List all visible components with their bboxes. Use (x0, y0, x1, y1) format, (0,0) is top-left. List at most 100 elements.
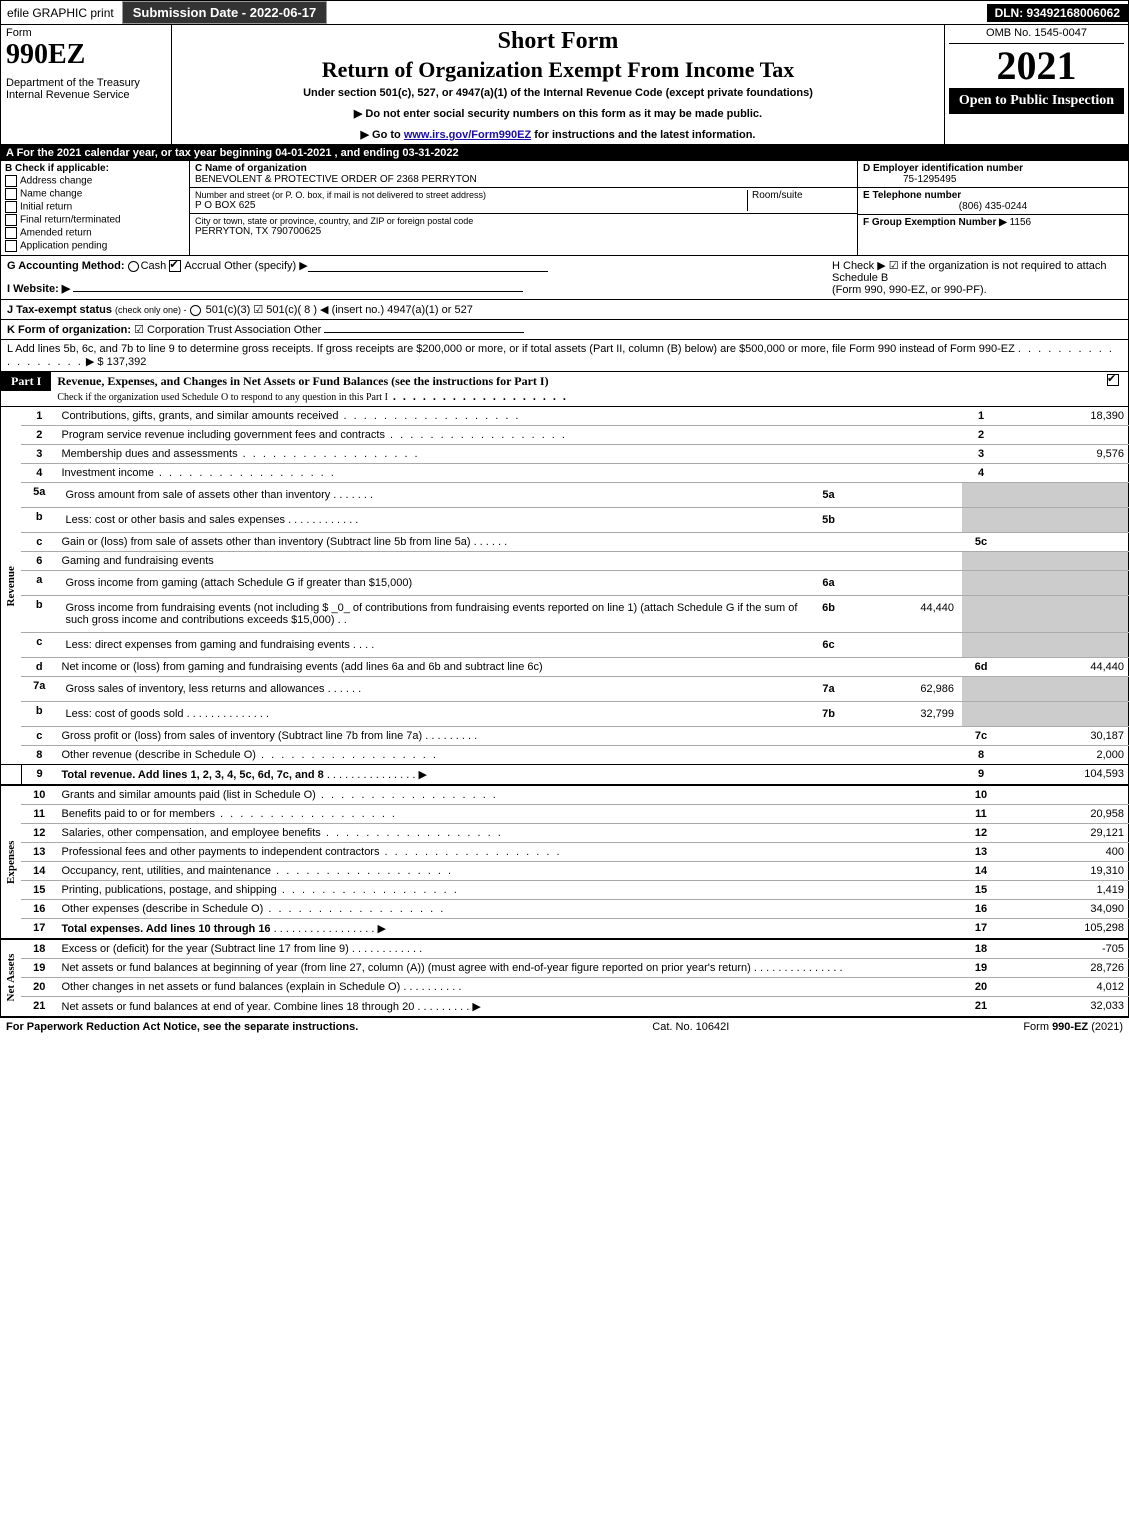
f-grp-label: F Group Exemption Number ▶ (863, 217, 1007, 228)
chk-accrual[interactable] (169, 260, 181, 272)
form-word: Form (6, 27, 166, 39)
part-1-label: Part I (1, 372, 51, 391)
form-number: 990EZ (6, 39, 166, 71)
line-8-desc: Other revenue (describe in Schedule O) (58, 746, 963, 765)
line-15-desc: Printing, publications, postage, and shi… (58, 881, 963, 900)
line-6d-amt: 44,440 (1000, 658, 1129, 677)
line-7b-desc: Less: cost of goods sold . . . . . . . .… (58, 702, 963, 727)
line-11-desc: Benefits paid to or for members (58, 805, 963, 824)
box-c: C Name of organization BENEVOLENT & PROT… (190, 161, 857, 255)
revenue-side-label: Revenue (1, 407, 22, 765)
line-21-desc: Net assets or fund balances at end of ye… (58, 997, 963, 1017)
form-header: Form 990EZ Department of the Treasury In… (0, 25, 1129, 145)
line-6b-desc: Gross income from fundraising events (no… (58, 596, 963, 633)
line-16-amt: 34,090 (1000, 900, 1129, 919)
org-city: PERRYTON, TX 790700625 (195, 226, 852, 237)
chk-address-change[interactable]: Address change (5, 175, 185, 187)
line-13-amt: 400 (1000, 843, 1129, 862)
submission-date-button[interactable]: Submission Date - 2022-06-17 (122, 1, 328, 24)
line-5b-desc: Less: cost or other basis and sales expe… (58, 508, 963, 533)
row-k: K Form of organization: ☑ Corporation Tr… (0, 320, 1129, 340)
subtitle: Under section 501(c), 527, or 4947(a)(1)… (178, 87, 938, 99)
line-18-amt: -705 (1000, 939, 1129, 959)
ein-value: 75-1295495 (863, 174, 1123, 185)
line-7a-desc: Gross sales of inventory, less returns a… (58, 677, 963, 702)
line-19-amt: 28,726 (1000, 959, 1129, 978)
room-suite-label: Room/suite (747, 190, 852, 211)
chk-final-return[interactable]: Final return/terminated (5, 214, 185, 226)
part-1-table: Revenue 1 Contributions, gifts, grants, … (0, 407, 1129, 1017)
chk-initial-return[interactable]: Initial return (5, 201, 185, 213)
line-14-desc: Occupancy, rent, utilities, and maintena… (58, 862, 963, 881)
dln-label: DLN: 93492168006062 (987, 4, 1128, 22)
box-d-e-f: D Employer identification number 75-1295… (857, 161, 1128, 255)
line-6c-desc: Less: direct expenses from gaming and fu… (58, 633, 963, 658)
line-5a-desc: Gross amount from sale of assets other t… (58, 483, 963, 508)
other-specify-line[interactable] (308, 271, 548, 272)
radio-501c3[interactable] (190, 305, 201, 316)
efile-label: efile GRAPHIC print (1, 4, 120, 22)
c-city-label: City or town, state or province, country… (195, 216, 852, 226)
radio-cash[interactable] (128, 261, 139, 272)
grp-value: 1156 (1010, 217, 1032, 228)
line-12-desc: Salaries, other compensation, and employ… (58, 824, 963, 843)
line-2-amt (1000, 426, 1129, 445)
i-website-label: I Website: ▶ (7, 283, 70, 295)
row-g-h: G Accounting Method: Cash Accrual Other … (0, 256, 1129, 300)
j-sub: (check only one) - (115, 305, 187, 315)
top-bar: efile GRAPHIC print Submission Date - 20… (0, 0, 1129, 25)
line-11-amt: 20,958 (1000, 805, 1129, 824)
line-9-amt: 104,593 (1000, 765, 1129, 786)
instr-goto: ▶ Go to www.irs.gov/Form990EZ for instru… (178, 128, 938, 141)
part-1-header: Part I Revenue, Expenses, and Changes in… (0, 372, 1129, 407)
line-8-amt: 2,000 (1000, 746, 1129, 765)
j-opts: 501(c)(3) ☑ 501(c)( 8 ) ◀ (insert no.) 4… (206, 304, 473, 316)
website-line[interactable] (73, 291, 523, 292)
line-20-amt: 4,012 (1000, 978, 1129, 997)
line-1-desc: Contributions, gifts, grants, and simila… (58, 407, 963, 426)
chk-amended[interactable]: Amended return (5, 227, 185, 239)
line-2-desc: Program service revenue including govern… (58, 426, 963, 445)
line-3-amt: 9,576 (1000, 445, 1129, 464)
header-right: OMB No. 1545-0047 2021 Open to Public In… (944, 25, 1128, 144)
tax-year: 2021 (949, 44, 1124, 88)
l-text: L Add lines 5b, 6c, and 7b to line 9 to … (7, 343, 1015, 355)
expenses-side-label: Expenses (1, 785, 22, 939)
g-label: G Accounting Method: (7, 260, 125, 272)
line-10-desc: Grants and similar amounts paid (list in… (58, 785, 963, 805)
title-return: Return of Organization Exempt From Incom… (178, 57, 938, 83)
form-container: efile GRAPHIC print Submission Date - 20… (0, 0, 1129, 1036)
j-label: J Tax-exempt status (7, 304, 112, 316)
line-5c-amt (1000, 533, 1129, 552)
netassets-side-label: Net Assets (1, 939, 22, 1017)
chk-pending[interactable]: Application pending (5, 240, 185, 252)
line-13-desc: Professional fees and other payments to … (58, 843, 963, 862)
line-3-desc: Membership dues and assessments (58, 445, 963, 464)
line-6-desc: Gaming and fundraising events (58, 552, 963, 571)
block-b-through-f: B Check if applicable: Address change Na… (0, 161, 1129, 256)
line-10-amt (1000, 785, 1129, 805)
tel-value: (806) 435-0244 (863, 201, 1123, 212)
line-5c-desc: Gain or (loss) from sale of assets other… (58, 533, 963, 552)
line-1-amt: 18,390 (1000, 407, 1129, 426)
h-text1: H Check ▶ ☑ if the organization is not r… (832, 259, 1122, 284)
chk-name-change[interactable]: Name change (5, 188, 185, 200)
title-short-form: Short Form (178, 28, 938, 55)
footer-left: For Paperwork Reduction Act Notice, see … (6, 1021, 358, 1033)
row-l: L Add lines 5b, 6c, and 7b to line 9 to … (0, 340, 1129, 372)
h-text2: (Form 990, 990-EZ, or 990-PF). (832, 284, 1122, 296)
header-center: Short Form Return of Organization Exempt… (172, 25, 944, 144)
instr-no-ssn: ▶ Do not enter social security numbers o… (178, 107, 938, 120)
line-17-amt: 105,298 (1000, 919, 1129, 940)
k-opts: ☑ Corporation Trust Association Other (134, 324, 321, 336)
k-other-line[interactable] (324, 332, 524, 333)
line-4-desc: Investment income (58, 464, 963, 483)
irs-link[interactable]: www.irs.gov/Form990EZ (404, 129, 531, 141)
line-20-desc: Other changes in net assets or fund bala… (58, 978, 963, 997)
line-12-amt: 29,121 (1000, 824, 1129, 843)
footer-catno: Cat. No. 10642I (652, 1021, 729, 1033)
chk-schedule-o[interactable] (1107, 374, 1119, 386)
dept-label: Department of the Treasury Internal Reve… (6, 77, 166, 101)
line-6a-desc: Gross income from gaming (attach Schedul… (58, 571, 963, 596)
line-9-desc: Total revenue. Add lines 1, 2, 3, 4, 5c,… (58, 765, 963, 786)
